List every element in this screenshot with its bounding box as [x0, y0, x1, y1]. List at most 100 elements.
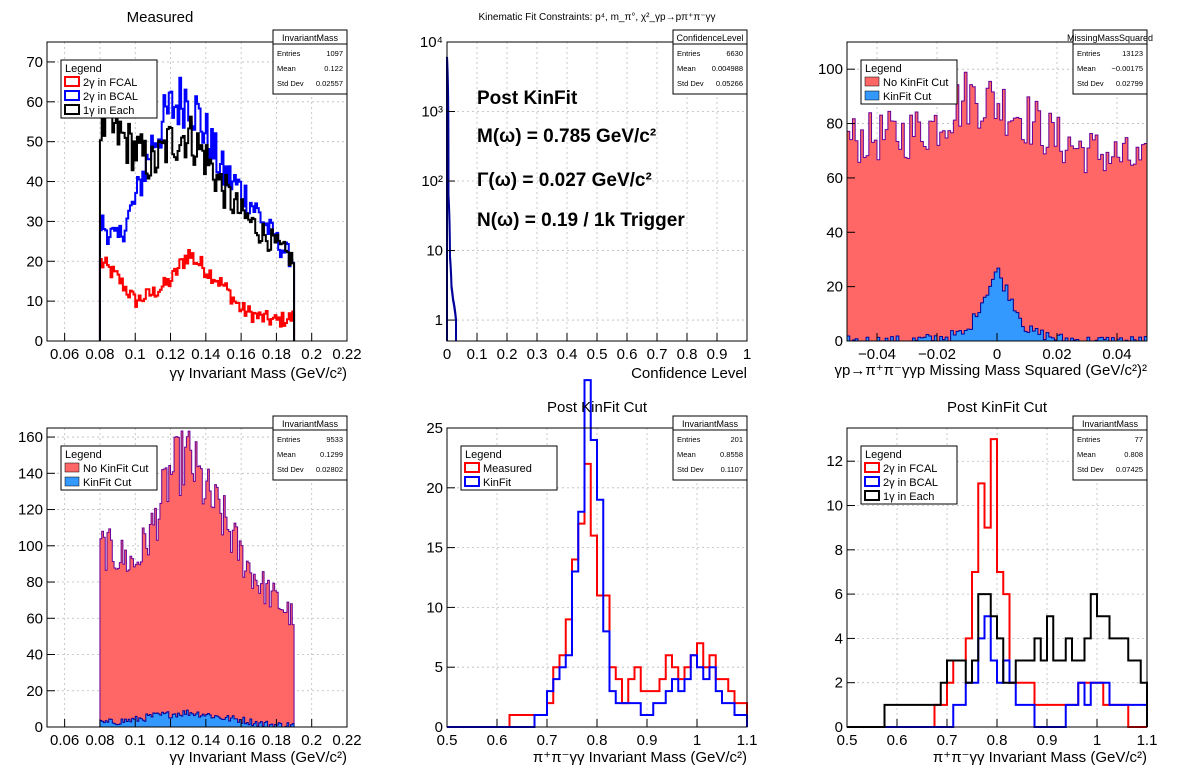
stats-value: 13123	[1122, 49, 1143, 58]
x-tick-label: 0.3	[527, 346, 548, 363]
stats-key: Entries	[677, 435, 701, 444]
x-tick-label: 0.06	[50, 346, 79, 363]
legend: Legend Measured KinFit	[460, 445, 558, 491]
legend-swatch	[864, 490, 880, 501]
x-tick-label: 0.5	[437, 732, 458, 749]
x-tick-label: 0.12	[156, 346, 185, 363]
series-kinfit-cut	[99, 709, 295, 728]
y-tick-label: 10	[426, 243, 443, 260]
tick-labels: −0.04 −0.02 0 0.02 0.04 0 20 40 60 80 100	[818, 61, 1132, 363]
legend-frame	[60, 59, 158, 119]
y-tick-label: 70	[26, 54, 43, 71]
legend-title: Legend	[465, 449, 502, 461]
chart-title: Measured	[127, 9, 194, 26]
y-tick-label: 20	[26, 253, 43, 270]
x-tick-label: 0.9	[707, 346, 728, 363]
y-tick-label: 4	[835, 630, 843, 647]
y-tick-label: 100	[18, 538, 43, 555]
stats-value: 0.004988	[712, 64, 743, 73]
x-tick-label: 0.6	[617, 346, 638, 363]
y-tick-label: 60	[826, 170, 843, 187]
y-tick-label: 0	[35, 333, 43, 350]
stats-key: Std Dev	[677, 79, 704, 88]
stats-value: 0.02557	[316, 79, 343, 88]
stats-key: Entries	[277, 435, 301, 444]
stats-key: Std Dev	[1077, 79, 1104, 88]
stats-value: 0.122	[324, 64, 343, 73]
y-tick-label: 120	[18, 502, 43, 519]
legend-label: 2γ in BCAL	[883, 477, 938, 489]
stats-value: 9533	[326, 435, 343, 444]
stats-value: −0.00175	[1112, 64, 1144, 73]
stats-frame	[1072, 29, 1148, 95]
y-tick-label: 80	[826, 116, 843, 133]
x-tick-label: 0.8	[587, 732, 608, 749]
x-axis-label: γp→π⁺π⁻γγp Missing Mass Squared (GeV/c²)…	[835, 362, 1147, 379]
grid	[447, 42, 747, 341]
legend-frame	[460, 445, 558, 491]
stats-value: 201	[730, 435, 743, 444]
x-tick-label: 0.12	[156, 732, 185, 749]
x-tick-label: 0.08	[85, 732, 114, 749]
stats-value: 1097	[326, 49, 343, 58]
stats-value: 0.1299	[320, 450, 343, 459]
y-tick-label: 10²	[421, 173, 443, 190]
stats-value: 0.808	[1124, 450, 1143, 459]
x-tick-label: 0.1	[467, 346, 488, 363]
stats-key: Std Dev	[1077, 465, 1104, 474]
legend-title: Legend	[65, 63, 102, 75]
x-tick-label: 0.08	[85, 346, 114, 363]
stats-key: Mean	[277, 450, 296, 459]
stats-frame	[272, 415, 348, 481]
x-tick-label: 0.5	[587, 346, 608, 363]
legend-swatch	[64, 462, 80, 473]
legend-swatch	[864, 476, 880, 487]
legend-swatch	[64, 104, 80, 115]
y-tick-label: 8	[835, 542, 843, 559]
x-tick-label: 0.1	[125, 732, 146, 749]
x-tick-label: −0.04	[858, 346, 896, 363]
legend-swatch	[64, 76, 80, 87]
tick-labels: 0 0.1 0.2 0.3 0.4 0.5 0.6 0.7 0.8 0.9 1 1 10 10² 10³ 10…	[420, 34, 751, 363]
y-tick-label: 40	[826, 224, 843, 241]
stats-name: InvariantMass	[682, 419, 739, 429]
x-tick-label: 0.18	[262, 732, 291, 749]
panel-1: 0.06 0.08 0.1 0.12 0.14 0.16 0.18 0.2 0.22 0 10 20 3…	[26, 9, 361, 382]
series-hist	[446, 56, 457, 341]
stats-value: 0.07425	[1116, 465, 1143, 474]
stats-name: InvariantMass	[282, 33, 339, 43]
y-tick-label: 10	[26, 293, 43, 310]
legend: Legend No KinFit Cut KinFit Cut	[60, 445, 158, 491]
x-tick-label: 0.04	[1102, 346, 1131, 363]
x-tick-label: 0.7	[647, 346, 668, 363]
legend-swatch	[464, 462, 480, 473]
axes-frame	[46, 41, 348, 342]
legend-label: KinFit Cut	[883, 91, 931, 103]
x-tick-label: 0.7	[937, 732, 958, 749]
panel-4: 0.06 0.08 0.1 0.12 0.14 0.16 0.18 0.2 0.22 0 20 40 6…	[18, 415, 362, 766]
legend-swatch	[64, 476, 80, 487]
axes-frame	[46, 427, 348, 728]
series-1-in-each	[847, 593, 1148, 728]
x-axis-label: γγ Invariant Mass (GeV/c²)	[169, 749, 347, 766]
series-2-in-fcal	[98, 248, 296, 341]
legend-label: KinFit Cut	[83, 477, 131, 489]
x-tick-label: 0	[443, 346, 451, 363]
stats-name: MissingMassSquared	[1067, 33, 1153, 43]
x-tick-label: −0.02	[918, 346, 956, 363]
y-tick-label: 10³	[421, 104, 443, 121]
x-axis-label: Confidence Level	[631, 365, 747, 382]
stats-key: Mean	[1077, 450, 1096, 459]
legend-swatch	[864, 90, 880, 101]
stats-value: 0.8558	[720, 450, 743, 459]
stats-key: Mean	[277, 64, 296, 73]
legend: Legend 2γ in FCAL 2γ in BCAL 1γ in Each	[860, 445, 958, 505]
y-tick-label: 0	[835, 333, 843, 350]
panel-5: 0.5 0.6 0.7 0.8 0.9 1 1.1 0 5 10 15 20 25 π⁺π⁻γγ Inva…	[426, 379, 758, 766]
stats-box: ConfidenceLevel Entries 6630 Mean 0.004988 St…	[672, 29, 748, 95]
x-tick-label: 0.6	[887, 732, 908, 749]
x-tick-label: 0.06	[50, 732, 79, 749]
x-tick-label: 1.1	[737, 732, 758, 749]
y-tick-label: 40	[26, 174, 43, 191]
stats-key: Mean	[677, 450, 696, 459]
